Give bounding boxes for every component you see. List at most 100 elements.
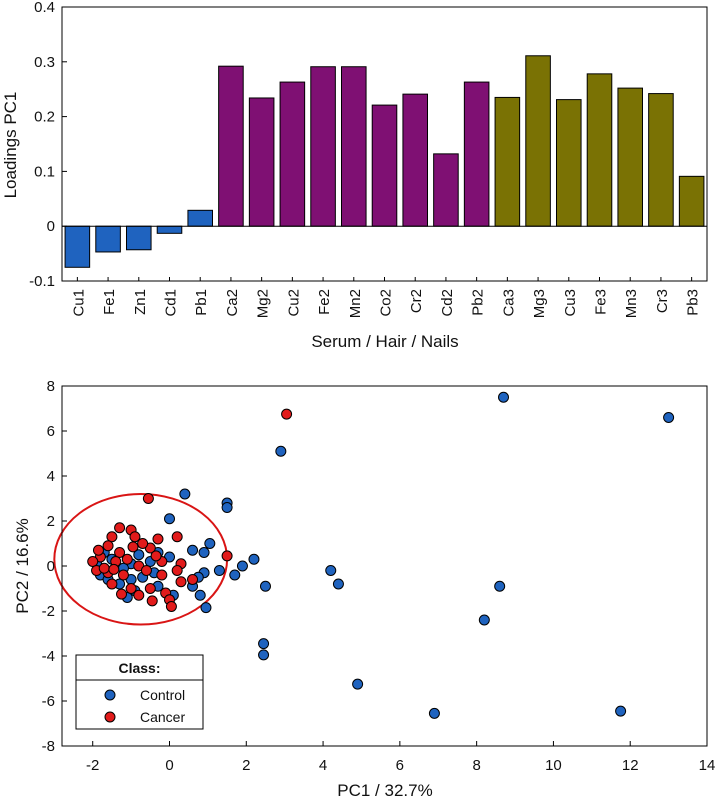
point-cancer: [175, 576, 187, 588]
y-tick-label: -6: [42, 693, 55, 710]
y-tick-label: 0: [47, 218, 55, 235]
point-cancer: [108, 563, 120, 575]
point-cancer: [114, 547, 126, 558]
legend-marker-control: [104, 689, 116, 701]
point-control: [332, 578, 344, 590]
bar-ca2: [218, 65, 244, 227]
point-control: [133, 549, 145, 561]
y-tick-label: 0.1: [34, 163, 55, 180]
bar-cu1: [64, 225, 91, 268]
x-tick-label: Pb1: [193, 289, 210, 316]
x-tick-label: Pb3: [685, 289, 702, 316]
x-tick-label: Mg2: [255, 289, 272, 318]
legend-marker-cancer: [104, 711, 116, 723]
scores-y-ticks: -8 -6 -4 -2 0 2 4 6 8: [42, 378, 67, 755]
x-tick-label: 0: [165, 757, 173, 774]
x-tick-label: Cd1: [163, 289, 180, 317]
loadings-x-ticks: Cu1 Fe1 Zn1 Cd1 Pb1 Ca2 Mg2 Cu2 Fe2 Mn2 Co2 Cr2 Cd2 P…: [70, 277, 702, 318]
point-control: [478, 614, 490, 626]
point-control: [428, 707, 440, 719]
scores-y-axis-label: PC2 / 16.6%: [13, 518, 32, 613]
y-tick-label: -2: [42, 603, 55, 620]
point-cancer: [281, 408, 293, 420]
x-tick-label: Cu2: [285, 289, 302, 317]
point-control: [325, 565, 337, 576]
x-tick-label: Zn1: [132, 289, 149, 315]
bar-cd1: [156, 225, 183, 234]
y-tick-label: -0.1: [29, 273, 55, 290]
point-control: [221, 502, 233, 513]
point-cancer: [150, 550, 162, 562]
point-control: [200, 602, 212, 614]
point-cancer: [142, 493, 154, 504]
point-control: [615, 705, 627, 717]
legend-label-cancer: Cancer: [140, 709, 185, 725]
point-cancer: [98, 562, 110, 574]
y-tick-label: 8: [47, 378, 55, 395]
bar-mn2: [341, 66, 367, 227]
x-tick-label: Pb2: [470, 289, 487, 316]
point-control: [213, 565, 225, 576]
point-cancer: [102, 540, 114, 552]
point-cancer: [187, 574, 199, 585]
x-tick-label: Mn3: [623, 289, 640, 318]
point-control: [204, 538, 216, 549]
x-tick-label: 10: [545, 757, 562, 774]
point-control: [164, 513, 175, 525]
x-tick-label: Cd2: [439, 289, 456, 317]
point-control: [258, 649, 270, 661]
bar-zn1: [126, 225, 152, 251]
bar-cr2: [402, 93, 428, 227]
point-control: [498, 391, 510, 403]
x-tick-label: 4: [319, 757, 327, 774]
bar-cd2: [433, 153, 459, 227]
loadings-y-axis-label: Loadings PC1: [1, 92, 20, 199]
point-cancer: [156, 569, 168, 581]
legend-box: [75, 654, 204, 730]
point-layer: [87, 391, 675, 719]
point-control: [229, 569, 241, 581]
y-tick-label: 2: [47, 513, 55, 530]
point-cancer: [116, 588, 128, 600]
loadings-x-axis-label: Serum / Hair / Nails: [311, 332, 458, 351]
x-tick-label: Fe1: [101, 289, 118, 315]
y-tick-label: 0: [47, 558, 55, 575]
x-tick-label: Mg3: [531, 289, 548, 318]
x-tick-label: Mn2: [347, 289, 364, 318]
point-control: [194, 589, 206, 601]
point-cancer: [133, 589, 145, 601]
y-tick-label: 6: [47, 423, 55, 440]
point-cancer: [221, 550, 233, 562]
y-tick-label: -8: [42, 738, 55, 755]
point-control: [236, 560, 248, 572]
x-tick-label: 6: [396, 757, 404, 774]
bar-cr3: [648, 93, 674, 227]
bar-mn3: [617, 87, 644, 227]
point-cancer: [117, 569, 129, 581]
legend: Class: Control Cancer: [75, 654, 204, 730]
point-control: [352, 678, 364, 690]
x-tick-label: 2: [242, 757, 250, 774]
scores-x-ticks: -2 0 2 4 6 8 10 12 14: [86, 741, 715, 774]
y-tick-label: 0.3: [34, 54, 55, 71]
bar-fe1: [95, 225, 121, 253]
y-tick-label: 0.4: [34, 0, 55, 16]
x-tick-label: 8: [472, 757, 480, 774]
bar-layer: [64, 55, 705, 268]
point-cancer: [171, 531, 183, 543]
loadings-chart: -0.100.10.20.30.4 Cu1 Fe1 Zn1 Cd1 Pb1 Ca2 Mg2 C…: [1, 0, 708, 351]
x-tick-label: Cr2: [408, 289, 425, 313]
point-cancer: [121, 553, 133, 565]
point-cancer: [125, 583, 137, 594]
point-control: [198, 547, 210, 558]
x-tick-label: 14: [699, 757, 715, 774]
scores-x-axis-label: PC1 / 32.7%: [337, 781, 432, 800]
bar-pb2: [463, 81, 490, 227]
bar-fe2: [310, 66, 336, 227]
x-tick-label: Fe2: [316, 289, 333, 315]
point-cancer: [127, 541, 139, 553]
bar-co2: [371, 104, 398, 227]
point-cancer: [165, 601, 177, 612]
